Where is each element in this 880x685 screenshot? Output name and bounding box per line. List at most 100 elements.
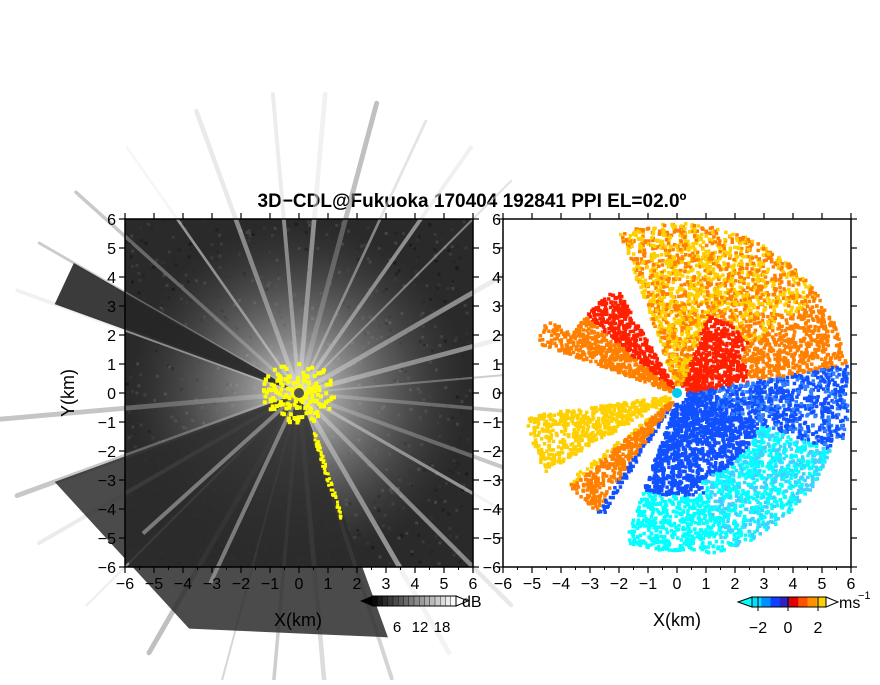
velocity-pixel xyxy=(715,383,719,387)
y-tick-label: −1 xyxy=(98,415,116,432)
velocity-pixel xyxy=(796,378,800,382)
velocity-pixel xyxy=(768,326,772,330)
velocity-pixel xyxy=(682,302,686,306)
velocity-pixel xyxy=(780,262,784,266)
velocity-pixel xyxy=(704,310,708,314)
velocity-pixel xyxy=(829,430,833,434)
velocity-pixel xyxy=(785,382,789,386)
velocity-pixel xyxy=(723,309,727,313)
velocity-pixel xyxy=(718,359,722,363)
noise-pixel xyxy=(177,248,180,251)
velocity-pixel xyxy=(670,292,674,296)
velocity-pixel xyxy=(677,362,681,366)
velocity-pixel xyxy=(747,406,751,410)
velocity-pixel xyxy=(666,337,670,341)
velocity-pixel xyxy=(702,379,706,383)
velocity-pixel xyxy=(741,255,745,258)
velocity-pixel xyxy=(820,412,824,416)
velocity-pixel xyxy=(744,304,748,308)
velocity-data xyxy=(503,219,851,567)
velocity-pixel xyxy=(794,309,798,313)
noise-pixel xyxy=(462,520,465,523)
velocity-pixel xyxy=(798,365,802,369)
velocity-pixel xyxy=(723,374,727,378)
velocity-pixel xyxy=(767,298,771,302)
velocity-pixel xyxy=(752,306,756,310)
velocity-pixel xyxy=(844,361,848,365)
velocity-pixel xyxy=(686,247,690,251)
x-tick-label: 3 xyxy=(382,576,391,593)
velocity-pixel xyxy=(720,378,724,382)
velocity-pixel xyxy=(661,263,665,267)
velocity-pixel xyxy=(744,351,748,355)
noise-pixel xyxy=(449,527,452,530)
velocity-pixel xyxy=(835,375,839,379)
velocity-pixel xyxy=(731,241,735,245)
near-range-pixel xyxy=(281,383,285,387)
velocity-pixel xyxy=(708,231,712,235)
noise-pixel xyxy=(444,300,447,303)
velocity-pixel xyxy=(845,380,849,384)
velocity-pixel xyxy=(743,307,747,311)
noise-pixel xyxy=(457,462,460,465)
velocity-pixel xyxy=(746,401,750,405)
velocity-pixel xyxy=(716,287,720,291)
velocity-pixel xyxy=(809,337,813,341)
velocity-pixel xyxy=(718,256,722,260)
velocity-pixel xyxy=(803,404,807,408)
noise-pixel xyxy=(434,535,437,538)
near-range-pixel xyxy=(303,378,307,382)
velocity-pixel xyxy=(734,295,738,299)
velocity-pixel xyxy=(752,262,756,266)
velocity-pixel xyxy=(700,287,704,291)
velocity-pixel xyxy=(756,350,760,354)
velocity-pixel xyxy=(632,232,636,236)
velocity-pixel xyxy=(738,286,742,290)
near-range-pixel xyxy=(289,412,293,416)
velocity-pixel xyxy=(746,341,750,345)
velocity-pixel xyxy=(795,297,799,301)
velocity-pixel xyxy=(811,305,815,309)
near-range-pixel xyxy=(276,372,280,376)
velocity-pixel xyxy=(646,284,650,288)
velocity-pixel xyxy=(774,278,778,282)
near-range-pixel xyxy=(334,496,337,499)
velocity-pixel xyxy=(808,407,812,411)
velocity-pixel xyxy=(719,347,723,351)
velocity-pixel xyxy=(751,295,755,299)
velocity-pixel xyxy=(772,265,776,269)
velocity-pixel xyxy=(706,261,710,265)
velocity-pixel xyxy=(771,335,775,339)
velocity-pixel xyxy=(717,354,721,358)
velocity-pixel xyxy=(778,286,782,290)
near-range-pixel xyxy=(327,484,330,487)
velocity-pixel xyxy=(748,297,752,301)
velocity-pixel xyxy=(799,340,803,344)
velocity-pixel xyxy=(818,299,822,303)
velocity-pixel xyxy=(675,272,679,276)
velocity-pixel xyxy=(760,391,764,395)
velocity-pixel xyxy=(816,395,820,399)
velocity-pixel xyxy=(706,362,710,366)
velocity-pixel xyxy=(802,326,806,330)
velocity-pixel xyxy=(696,250,700,254)
velocity-pixel xyxy=(815,304,819,308)
velocity-pixel xyxy=(770,387,774,391)
velocity-pixel xyxy=(793,417,797,421)
velocity-pixel xyxy=(818,382,822,386)
noise-pixel xyxy=(449,534,452,537)
velocity-pixel xyxy=(714,359,718,363)
velocity-pixel xyxy=(651,304,655,308)
velocity-pixel xyxy=(698,346,702,350)
velocity-pixel xyxy=(797,347,801,351)
velocity-pixel xyxy=(745,313,749,317)
velocity-pixel xyxy=(702,290,706,294)
velocity-pixel xyxy=(846,404,850,408)
noise-pixel xyxy=(451,280,454,283)
velocity-pixel xyxy=(776,404,780,408)
velocity-pixel xyxy=(714,309,718,313)
velocity-pixel xyxy=(757,302,761,306)
velocity-pixel xyxy=(839,398,843,402)
velocity-pixel xyxy=(650,311,654,315)
velocity-pixel xyxy=(667,271,671,275)
